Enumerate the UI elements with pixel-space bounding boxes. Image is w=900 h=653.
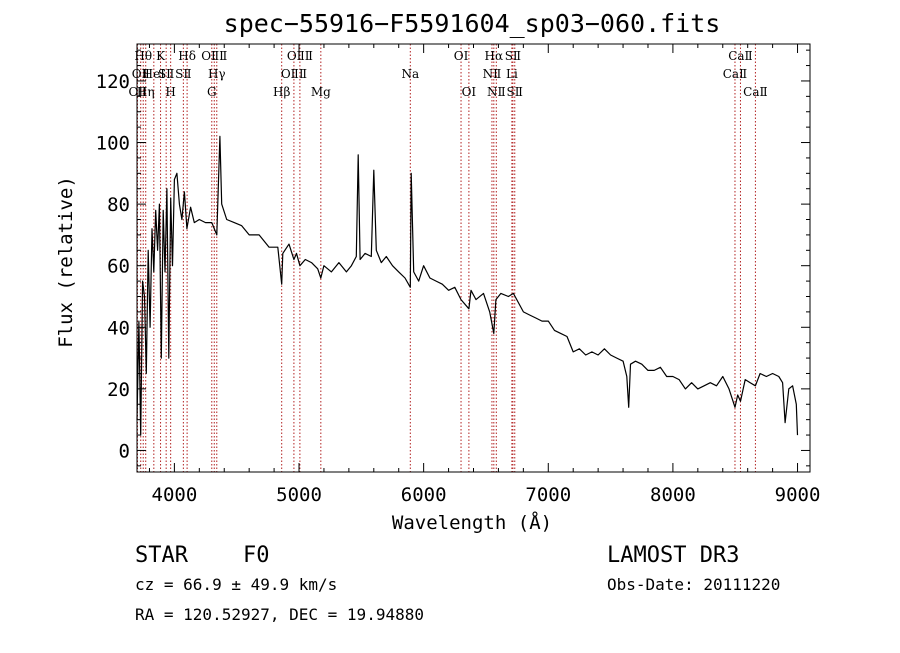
x-tick-label: 4000 xyxy=(152,484,198,506)
x-tick-label: 5000 xyxy=(276,484,322,506)
line-marker-label: SⅡ xyxy=(175,67,191,81)
y-axis-label: Flux (relative) xyxy=(55,176,77,348)
object-subclass: F0 xyxy=(243,543,270,568)
line-marker-label: SⅡ xyxy=(507,85,523,99)
line-marker-label: OⅡⅡ xyxy=(281,67,307,81)
line-marker-label: OⅡ xyxy=(132,67,150,81)
y-tick-label: 120 xyxy=(96,71,130,93)
x-tick-label: 6000 xyxy=(401,484,447,506)
line-marker-label: Hθ xyxy=(134,49,152,63)
line-marker-label: Mg xyxy=(311,85,331,99)
line-marker-label: NⅡ xyxy=(487,85,506,99)
obs-date: Obs-Date: 20111220 xyxy=(607,575,780,594)
y-tick-label: 80 xyxy=(107,194,130,216)
line-marker-label: SⅡ xyxy=(158,67,174,81)
line-marker-label: NⅡ xyxy=(483,67,502,81)
line-marker-label: Hδ xyxy=(178,49,196,63)
y-tick-label: 20 xyxy=(107,379,130,401)
flux-series-line xyxy=(136,135,799,436)
spectral-line-labels: OⅡOⅡHθHηHeⅠKSⅡHSⅡHδGOⅡⅡHγHβOⅡⅡOⅡⅡMgNaOⅠO… xyxy=(128,49,767,99)
line-marker-label: Hγ xyxy=(208,67,226,81)
line-marker-label: H xyxy=(165,85,175,99)
line-marker-label: OⅡⅡ xyxy=(287,49,313,63)
line-marker-label: Na xyxy=(401,67,419,81)
line-marker-label: Hβ xyxy=(273,85,290,99)
object-class: STAR xyxy=(135,543,189,568)
line-marker-label: Li xyxy=(506,67,518,81)
y-axis-ticks: 0 20 40 60 80 100 120 xyxy=(96,49,810,467)
x-tick-label: 8000 xyxy=(650,484,696,506)
line-marker-label: Hη xyxy=(137,85,155,99)
line-marker-label: CaⅡ xyxy=(728,49,753,63)
line-marker-label: HeⅠ xyxy=(143,67,166,81)
redshift-cz: cz = 66.9 ± 49.9 km/s xyxy=(135,575,337,594)
x-axis-ticks: 4000 5000 6000 7000 8000 9000 xyxy=(148,44,821,506)
line-marker-label: OⅠ xyxy=(462,85,477,99)
chart-title: spec−55916−F5591604_sp03−060.fits xyxy=(224,9,721,38)
line-marker-label: CaⅡ xyxy=(743,85,768,99)
x-tick-label: 7000 xyxy=(525,484,571,506)
y-tick-label: 0 xyxy=(119,440,130,462)
x-tick-label: 9000 xyxy=(775,484,821,506)
survey-name: LAMOST DR3 xyxy=(607,543,739,568)
line-marker-label: OⅡⅡ xyxy=(201,49,227,63)
line-marker-label: G xyxy=(207,85,217,99)
line-marker-label: SⅡ xyxy=(505,49,521,63)
y-tick-label: 100 xyxy=(96,133,130,155)
line-marker-label: Hα xyxy=(485,49,504,63)
line-marker-label: K xyxy=(156,49,166,63)
line-marker-label: CaⅡ xyxy=(723,67,748,81)
x-axis-label: Wavelength (Å) xyxy=(392,511,552,534)
y-tick-label: 60 xyxy=(107,256,130,278)
y-tick-label: 40 xyxy=(107,317,130,339)
spectral-line-markers xyxy=(136,44,756,472)
coordinates: RA = 120.52927, DEC = 19.94880 xyxy=(135,605,424,624)
line-marker-label: OⅠ xyxy=(454,49,469,63)
plot-frame xyxy=(136,43,811,473)
